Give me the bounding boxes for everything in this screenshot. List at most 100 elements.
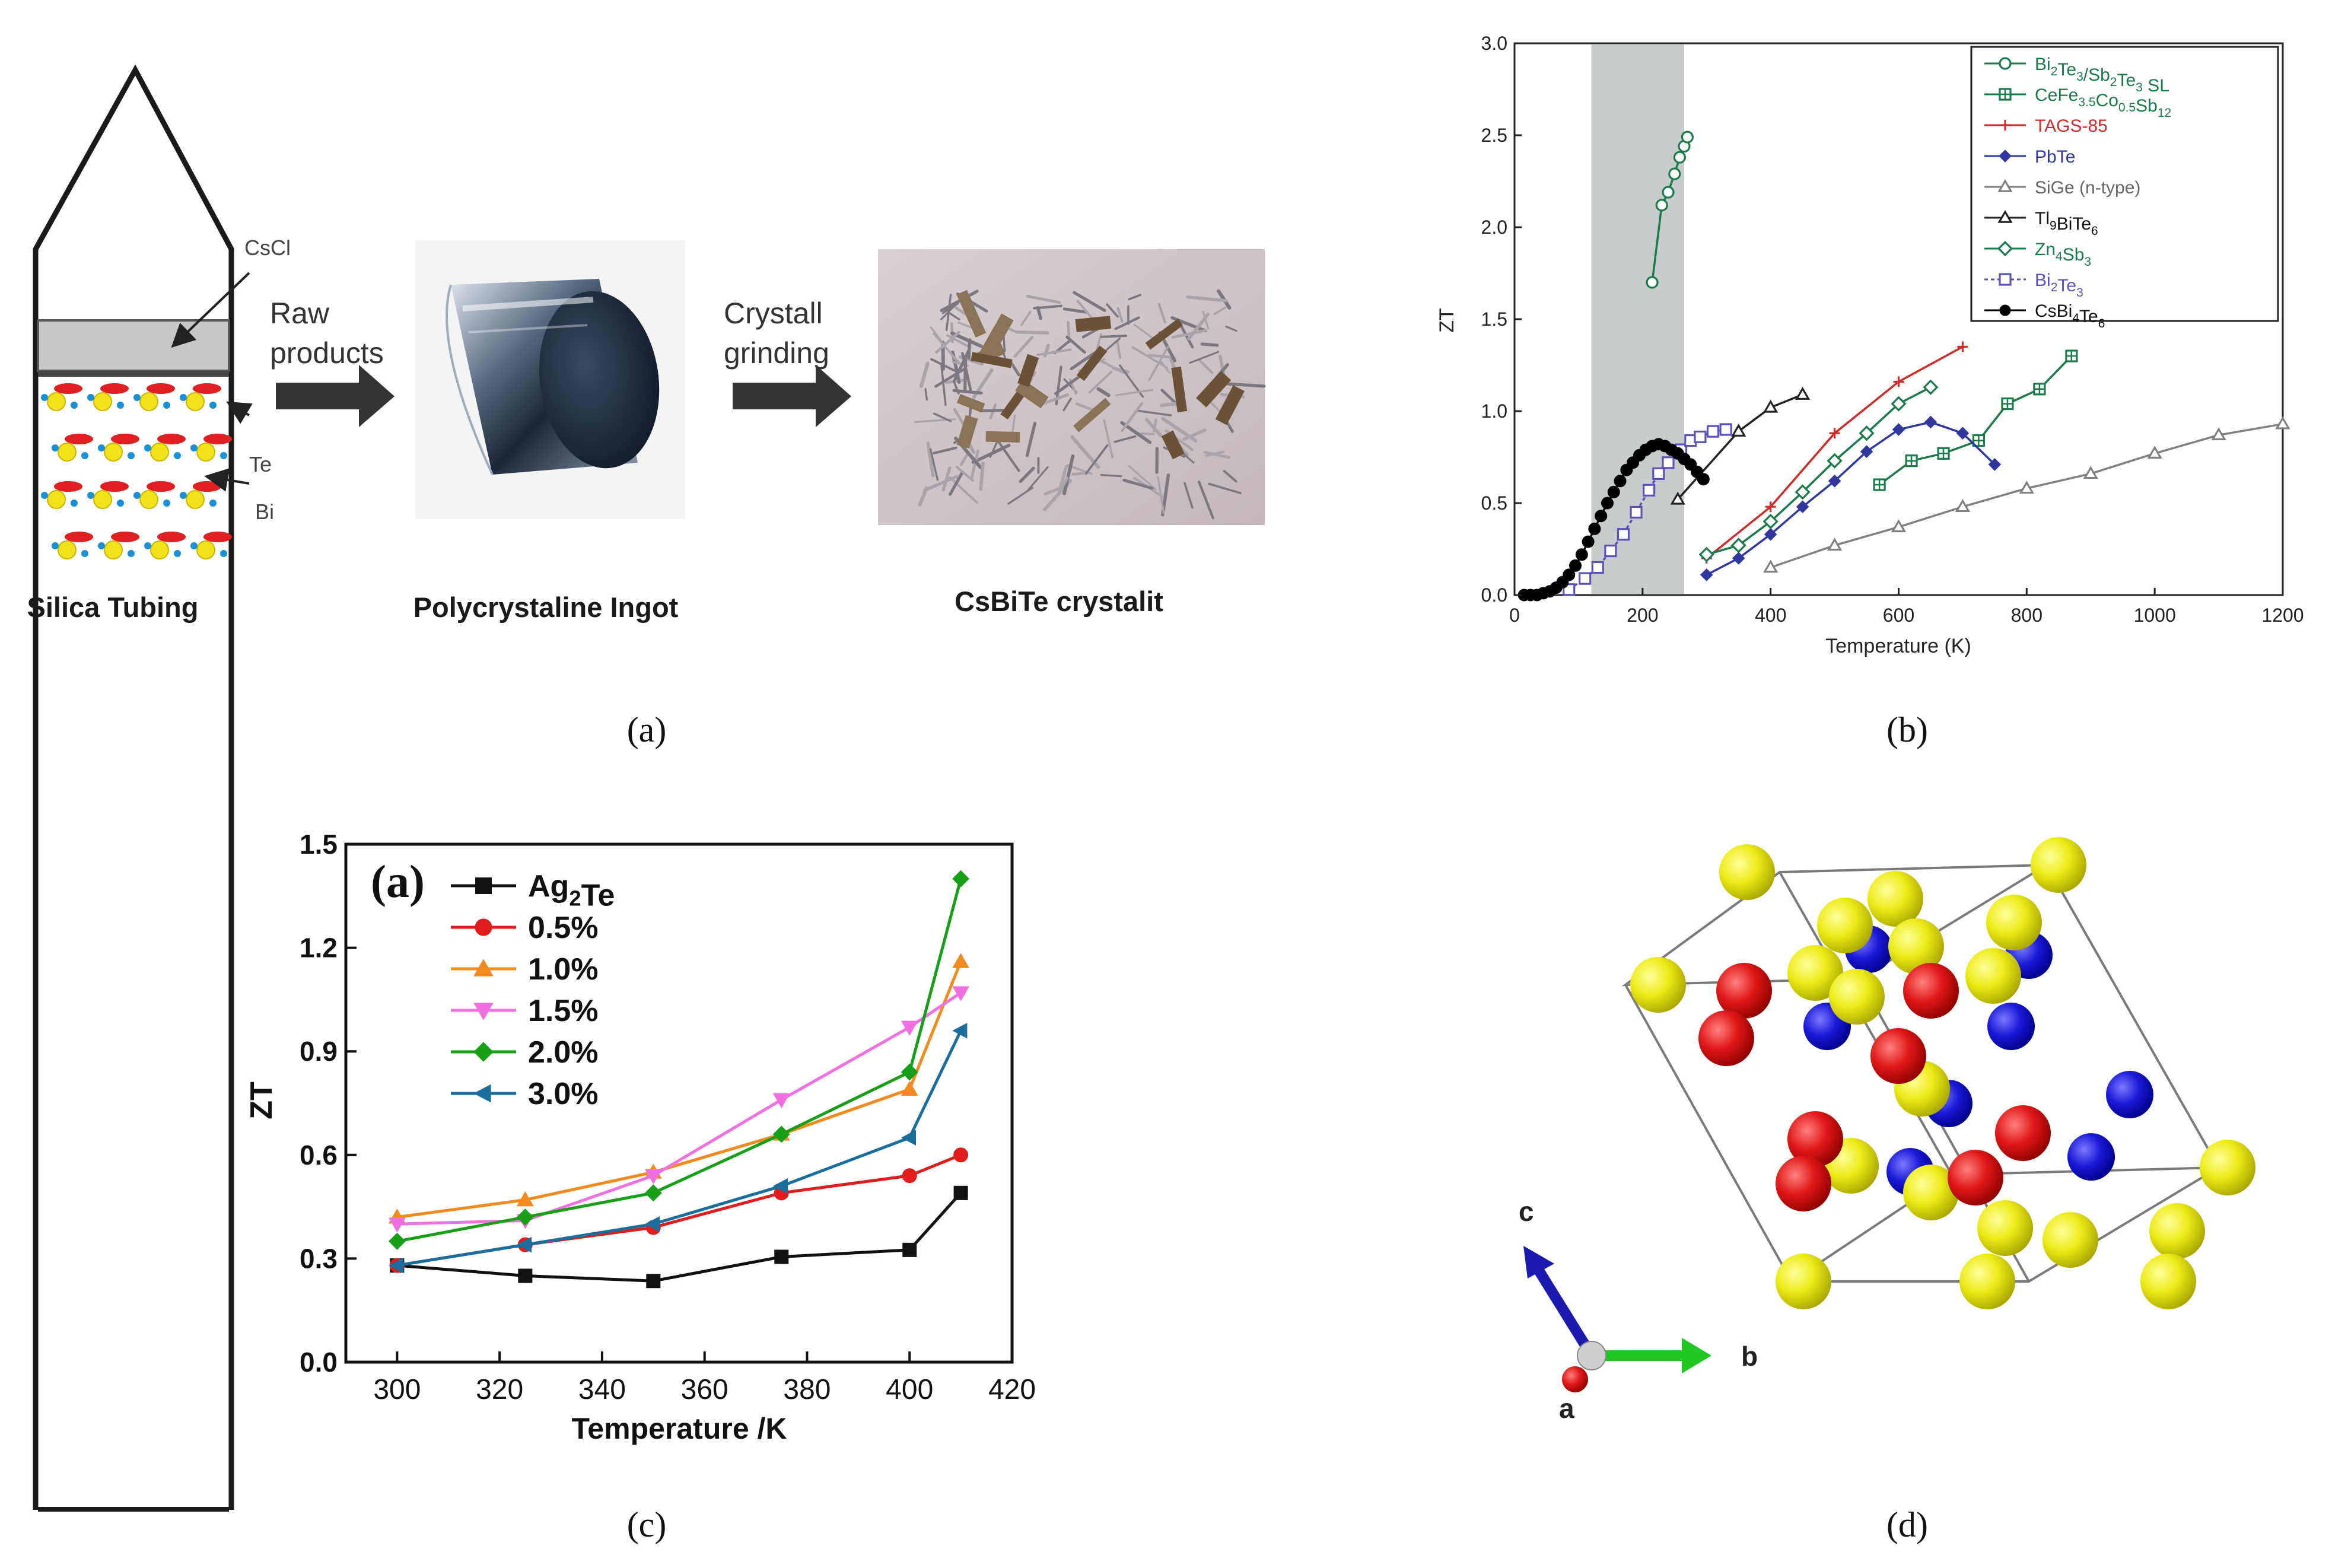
chart-b-x-label: Temperature (K): [1825, 635, 1971, 657]
particle-red: [111, 532, 139, 542]
chart-c-series-0: [390, 1185, 968, 1289]
shard: [1182, 428, 1207, 441]
crystal-chunk: [1196, 371, 1232, 408]
chart-b-legend-label: TAGS-85: [2035, 116, 2108, 136]
particle-blue: [117, 500, 124, 507]
chart-b-data-point: [1670, 491, 1685, 505]
atom-blue: [2067, 1133, 2115, 1181]
particle-blue: [209, 402, 217, 409]
chart-b-data-point: [2083, 466, 2098, 479]
chart-b-series-5: [1670, 387, 1811, 505]
shard: [1071, 472, 1086, 476]
chart-b-data-point: [1731, 424, 1746, 437]
shard: [940, 364, 947, 406]
particle-red: [65, 532, 93, 542]
crystal-chunk: [1215, 385, 1245, 425]
chart-c-data-point: [388, 1232, 406, 1250]
particle-red: [147, 383, 175, 394]
chart-b-data-point: [1601, 497, 1614, 510]
chart-b-data-point: [1588, 522, 1601, 535]
particle-yellow: [58, 443, 77, 462]
chart-b-legend-label: Zn4Sb3: [2035, 240, 2091, 269]
chart-c-data-point: [772, 1125, 790, 1143]
shard: [1131, 346, 1169, 369]
particle-yellow: [196, 540, 215, 559]
shard: [941, 466, 952, 492]
chart-b-data-point: [1828, 475, 1841, 488]
crystal-chunk: [1171, 366, 1188, 412]
particle-blue: [117, 402, 124, 409]
shard: [1062, 307, 1089, 314]
arrow1-text-line1: Raw: [270, 297, 330, 330]
chart-b-series-4: [1763, 416, 2290, 573]
arrow2-text-line2: grinding: [724, 336, 829, 370]
particle-red: [100, 383, 129, 394]
particle-yellow: [93, 392, 112, 411]
chart-c-series-2: [388, 953, 970, 1224]
chart-b-legend-label: Bi2Te3: [2035, 271, 2083, 300]
label-cscl: CsCl: [244, 236, 291, 260]
particle-yellow: [186, 490, 205, 509]
particle-blue: [133, 492, 141, 499]
shard: [1026, 466, 1049, 492]
chart-b-legend-marker: [2000, 120, 2010, 131]
shard: [1186, 295, 1227, 303]
particle-red: [157, 434, 186, 444]
shard: [1161, 417, 1198, 443]
chart-b-data-point: [1607, 485, 1620, 498]
chart-c-data-point: [901, 1080, 918, 1096]
chart-b-y-tick-label: 0.5: [1481, 492, 1507, 514]
shard: [1160, 402, 1177, 408]
chart-b-data-point: [1697, 473, 1710, 486]
shard: [919, 361, 930, 388]
chart-c-data-point: [902, 1242, 917, 1257]
chart-c-data-point: [952, 1023, 968, 1039]
shard: [995, 438, 1020, 472]
panel-b-zt-chart: 0 200 400 600 800 1000 1200 0.0 0.5 1.0 1.5 2.0 2.5 3…: [1436, 33, 2304, 657]
chart-b-data-point: [2211, 427, 2226, 441]
shard: [1054, 373, 1084, 395]
shard: [1114, 316, 1140, 330]
label-bi: Bi: [255, 500, 274, 524]
chart-c-data-point: [644, 1169, 662, 1185]
chart-b-legend-label: CsBi4Te6: [2035, 301, 2105, 330]
chart-b-data-point: [1795, 484, 1811, 500]
chart-c-x-tick-label: 360: [681, 1374, 728, 1405]
chart-c-y-tick-label: 0.9: [300, 1036, 338, 1067]
shard: [1084, 444, 1109, 475]
shard: [924, 387, 928, 401]
chart-b-data-point: [1763, 399, 1779, 413]
particle-yellow: [186, 392, 205, 411]
chart-b-data-point: [2001, 397, 2014, 411]
chart-b-data-point: [1924, 415, 1937, 429]
shard: [1106, 303, 1119, 318]
shard: [1073, 291, 1106, 312]
crystal-chunk: [956, 415, 978, 449]
particle-blue: [98, 444, 105, 451]
chart-c-data-point: [772, 1178, 788, 1194]
chart-c-legend-label: 2.0%: [528, 1035, 599, 1070]
chart-b-series-6: [1698, 379, 1939, 562]
shard: [1208, 482, 1242, 494]
chart-b-data-point: [1681, 131, 1694, 144]
particle-red: [147, 481, 175, 492]
particle-blue: [52, 542, 59, 549]
chart-b-data-point: [1764, 527, 1777, 541]
particle-yellow: [150, 443, 169, 462]
atom-red: [1870, 1028, 1926, 1084]
particle-blue: [133, 394, 141, 401]
crystal-chunk: [971, 352, 1013, 368]
particle-blue: [190, 444, 198, 451]
atom-yellow: [1867, 871, 1923, 927]
chart-c-y-tick-label: 1.5: [300, 829, 338, 860]
atom-yellow: [1719, 844, 1775, 900]
shard: [970, 450, 979, 481]
chart-c-x-tick-label: 380: [783, 1374, 831, 1405]
shard: [1103, 419, 1113, 459]
shard: [1225, 325, 1237, 332]
shard: [949, 476, 978, 504]
chart-b-data-point: [1563, 568, 1576, 581]
chart-b-data-point: [1582, 535, 1595, 548]
particle-blue: [41, 394, 48, 401]
